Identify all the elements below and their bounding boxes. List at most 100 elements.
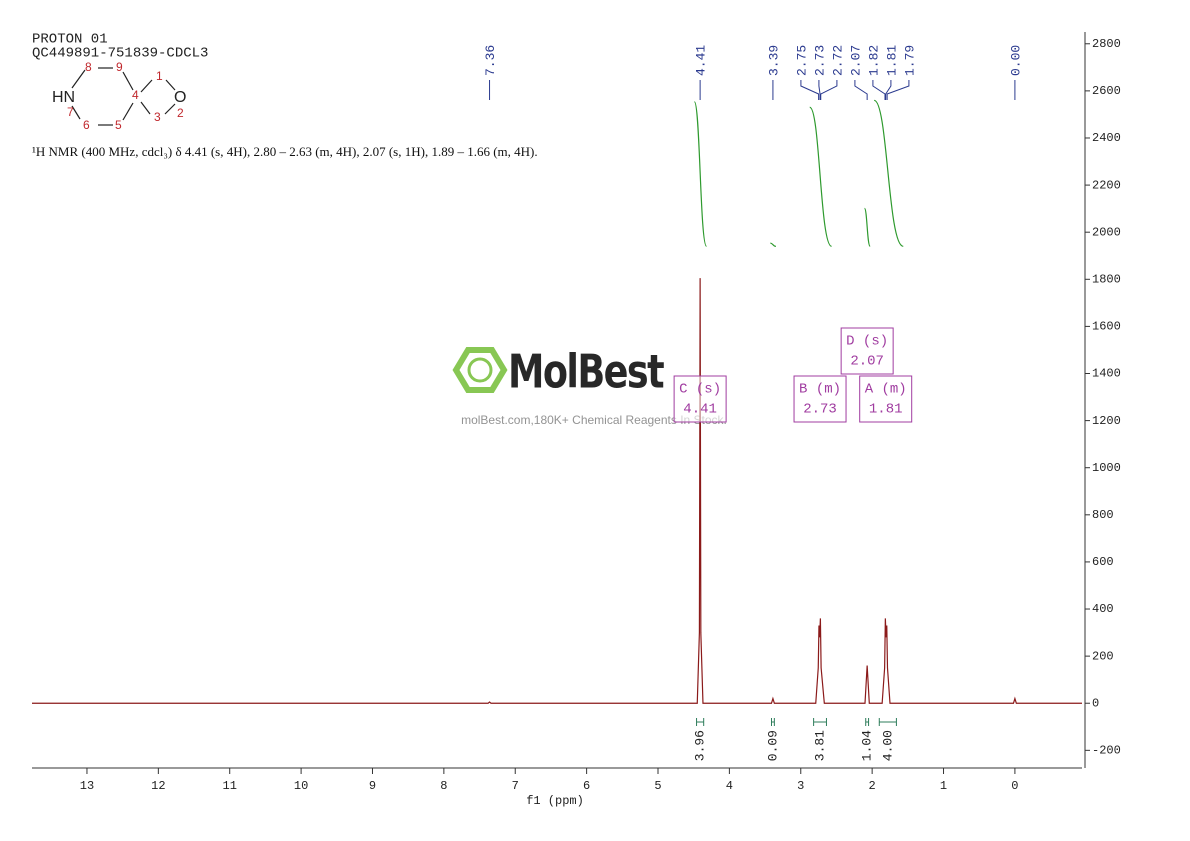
y-tick-label: -200 bbox=[1092, 744, 1121, 758]
locant: 3 bbox=[154, 110, 161, 124]
peak-label: 7.36 bbox=[483, 45, 498, 76]
x-tick-label: 4 bbox=[726, 779, 733, 793]
x-tick-label: 10 bbox=[294, 779, 308, 793]
x-tick-label: 5 bbox=[654, 779, 661, 793]
y-tick-label: 2800 bbox=[1092, 37, 1121, 51]
sample-id: QC449891-751839-CDCL3 bbox=[32, 46, 208, 62]
structure bbox=[71, 67, 176, 126]
locant: 7 bbox=[67, 105, 74, 119]
integral-bracket bbox=[865, 718, 870, 726]
x-tick-label: 0 bbox=[1011, 779, 1018, 793]
multiplet-label: C (s) bbox=[679, 382, 721, 398]
y-tick-label: 1800 bbox=[1092, 272, 1121, 286]
y-tick-label: 2000 bbox=[1092, 225, 1121, 239]
bond bbox=[71, 105, 81, 120]
bond bbox=[122, 102, 134, 121]
locant: 5 bbox=[115, 118, 122, 132]
multiplet-box bbox=[840, 327, 894, 375]
peak-label: 1.79 bbox=[902, 45, 917, 76]
integral-label: 4.00 bbox=[880, 730, 895, 761]
locant: 9 bbox=[116, 60, 123, 74]
x-tick-label: 11 bbox=[223, 779, 237, 793]
integral-curve bbox=[863, 207, 871, 247]
integral-bracket bbox=[813, 718, 827, 726]
integral-curve bbox=[809, 106, 833, 247]
brand: MolBest bbox=[508, 345, 664, 399]
y-tick-label: 1200 bbox=[1092, 414, 1121, 428]
x-tick-label: 1 bbox=[940, 779, 947, 793]
multiplet-box bbox=[793, 375, 847, 423]
multiplet-shift: 2.73 bbox=[803, 402, 837, 418]
integral-label: 3.81 bbox=[812, 730, 827, 761]
logo bbox=[452, 347, 508, 393]
multiplet-label: B (m) bbox=[799, 382, 841, 398]
peak-label: 2.73 bbox=[812, 45, 827, 76]
multiplet-box bbox=[859, 375, 913, 423]
multiplet-label: D (s) bbox=[846, 334, 888, 350]
peak-connector bbox=[820, 80, 838, 100]
y-tick-label: 1000 bbox=[1092, 461, 1121, 475]
y-tick-label: 1600 bbox=[1092, 320, 1121, 334]
peak-label: 1.82 bbox=[866, 45, 881, 76]
integral-curve bbox=[693, 101, 708, 247]
bond bbox=[71, 69, 86, 89]
description: ¹H NMR (400 MHz, cdcl₃) δ 4.41 (s, 4H), … bbox=[32, 144, 538, 159]
bond bbox=[140, 79, 153, 93]
title: PROTON 01 bbox=[32, 32, 108, 48]
bond bbox=[122, 71, 134, 91]
locant: 1 bbox=[156, 69, 163, 83]
locant: 6 bbox=[83, 118, 90, 132]
y-tick-label: 2400 bbox=[1092, 131, 1121, 145]
tagline: molBest.com,180K+ Chemical Reagents In S… bbox=[461, 413, 727, 427]
integral-label: 1.04 bbox=[860, 730, 875, 761]
y-tick-label: 2200 bbox=[1092, 178, 1121, 192]
atom: HN bbox=[52, 89, 75, 106]
integral-label: 3.96 bbox=[693, 730, 708, 761]
x-tick-label: 12 bbox=[151, 779, 165, 793]
peak-label: 2.75 bbox=[794, 45, 809, 76]
peak-connector bbox=[885, 80, 892, 100]
multiplet-shift: 1.81 bbox=[869, 402, 903, 418]
multiplet-shift: 4.41 bbox=[683, 402, 717, 418]
peak-label: 4.41 bbox=[694, 45, 709, 76]
peak-connector bbox=[800, 80, 820, 100]
multiplet-shift: 2.07 bbox=[850, 354, 884, 370]
peak-connector bbox=[854, 80, 868, 100]
atom: O bbox=[174, 89, 186, 106]
peak-label: 1.81 bbox=[884, 45, 899, 76]
integral-curve bbox=[770, 242, 777, 247]
x-tick-label: 7 bbox=[512, 779, 519, 793]
integral-label: 0.09 bbox=[765, 730, 780, 761]
peak-label: 3.39 bbox=[766, 45, 781, 76]
integral-bracket bbox=[770, 718, 775, 726]
x-tick-label: 8 bbox=[440, 779, 447, 793]
y-tick-label: 600 bbox=[1092, 555, 1114, 569]
locant: 4 bbox=[132, 88, 139, 102]
spectrum bbox=[32, 278, 1082, 704]
peak-connector bbox=[818, 80, 821, 100]
locants: 1 2 3 4 5 6 7 8 9 bbox=[67, 60, 184, 132]
integral-curve bbox=[873, 99, 904, 247]
peak-connector bbox=[886, 80, 910, 100]
x-tick-label: 3 bbox=[797, 779, 804, 793]
watermark: MolBest molBest.com,180K+ Chemical Reage… bbox=[452, 345, 727, 427]
logo bbox=[467, 357, 493, 383]
x-tick-label: 9 bbox=[369, 779, 376, 793]
bond bbox=[140, 101, 151, 115]
locant: 8 bbox=[85, 60, 92, 74]
y-tick-label: 400 bbox=[1092, 602, 1114, 616]
peak-connector bbox=[872, 80, 886, 100]
multiplet-box bbox=[673, 375, 727, 423]
y-tick-label: 0 bbox=[1092, 696, 1099, 710]
x-tick-label: 13 bbox=[80, 779, 94, 793]
peak-label: 0.00 bbox=[1008, 45, 1023, 76]
bond bbox=[165, 79, 176, 91]
x-tick-label: 6 bbox=[583, 779, 590, 793]
y-tick-label: 800 bbox=[1092, 508, 1114, 522]
y-tick-label: 200 bbox=[1092, 649, 1114, 663]
peak-label: 2.72 bbox=[830, 45, 845, 76]
integral-bracket bbox=[878, 718, 897, 726]
x-axis-title: f1 (ppm) bbox=[526, 794, 584, 808]
x-tick-label: 2 bbox=[869, 779, 876, 793]
